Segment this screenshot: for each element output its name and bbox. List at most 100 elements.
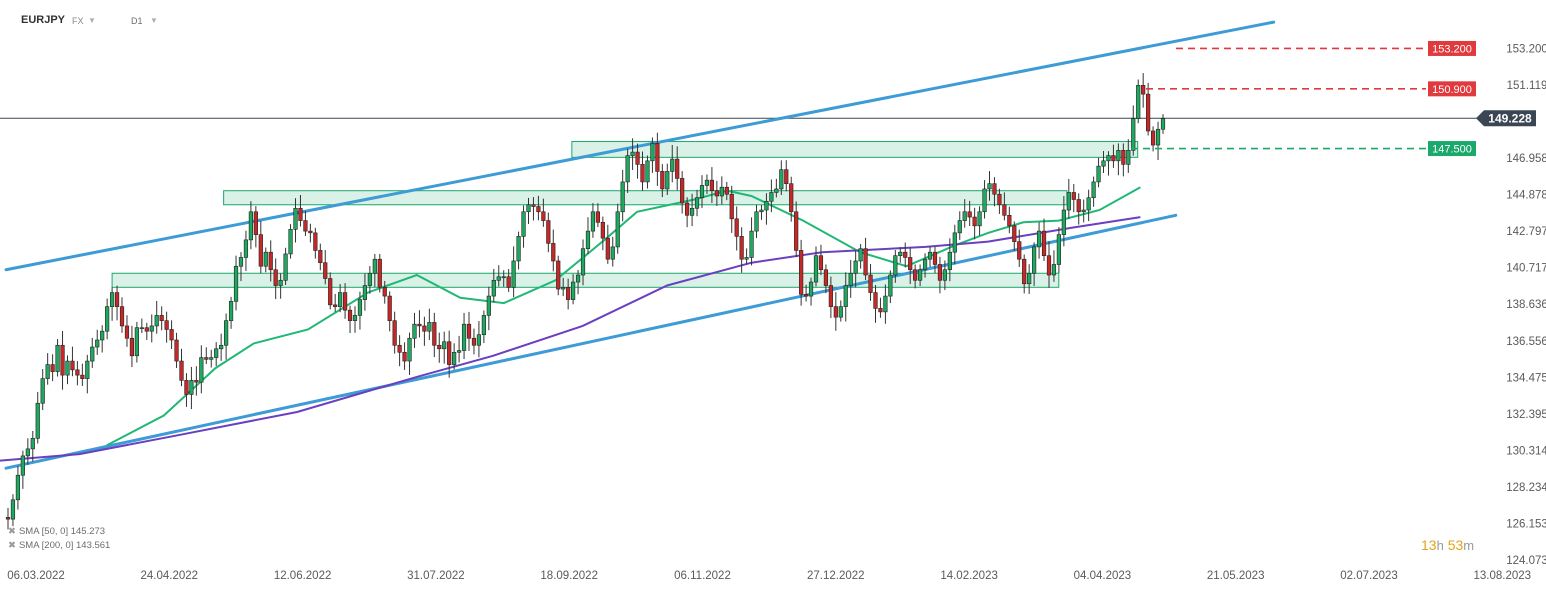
candle-up [918, 269, 923, 281]
candle-down [799, 250, 804, 295]
candle-down [169, 329, 174, 341]
candle-down [784, 169, 789, 184]
candle-down [556, 260, 561, 290]
candle-down [129, 337, 135, 357]
candle-up [580, 248, 586, 276]
x-tick-label: 12.06.2022 [274, 570, 332, 582]
y-tick-label: 142.797 [1506, 226, 1546, 238]
candle-up [575, 274, 581, 283]
candle-down [437, 344, 442, 350]
candle-down [258, 234, 263, 267]
candle-down [833, 306, 838, 318]
candle-down [179, 360, 184, 381]
candle-up [625, 155, 630, 183]
candle-up [362, 285, 368, 300]
candle-down [1041, 230, 1047, 256]
candle-up [848, 272, 853, 286]
timeframe-label[interactable]: D1 [131, 16, 143, 26]
close-icon[interactable]: ✖ [8, 540, 16, 551]
candle-up [719, 186, 724, 197]
candle-down [124, 325, 130, 339]
candle-up [90, 346, 95, 362]
candle-down [268, 251, 273, 271]
x-tick-label: 02.07.2023 [1340, 570, 1398, 582]
symbol-label[interactable]: EURJPY [21, 14, 66, 26]
candle-down [551, 243, 556, 262]
candle-up [1096, 165, 1101, 183]
legend-sma50[interactable]: ✖ SMA [50, 0] 145.273 [8, 526, 105, 537]
timeframe-chevron-down-icon[interactable]: ▼ [150, 16, 158, 25]
candle-down [997, 193, 1002, 206]
x-tick-label: 24.04.2022 [141, 570, 199, 582]
candle-up [263, 251, 268, 267]
y-tick-label: 128.234 [1506, 482, 1546, 494]
candle-timer: 13h 53m [1421, 537, 1474, 553]
candle-up [209, 357, 214, 360]
y-tick-label: 134.475 [1506, 372, 1546, 384]
candle-up [764, 200, 769, 211]
candle-down [734, 218, 739, 237]
candle-up [109, 292, 115, 307]
market-label[interactable]: FX [72, 16, 84, 26]
candle-down [308, 230, 313, 234]
candle-up [883, 295, 888, 313]
candle-down [863, 248, 868, 276]
candle-down [913, 269, 918, 281]
candle-up [1027, 272, 1032, 285]
candle-down [159, 315, 164, 321]
candle-up [808, 281, 814, 297]
market-chevron-down-icon[interactable]: ▼ [88, 16, 96, 25]
y-tick-label: 132.395 [1506, 409, 1546, 421]
candle-down [729, 193, 734, 220]
candle-down [739, 236, 744, 260]
candle-up [843, 285, 848, 307]
candle-up [779, 169, 784, 190]
candle-down [417, 323, 422, 327]
candle-down [402, 351, 407, 362]
channel-trendline [4, 20, 1276, 272]
candle-up [35, 402, 40, 439]
candle-down [878, 308, 883, 313]
candle-up [248, 211, 253, 241]
x-tick-label: 13.08.2023 [1474, 570, 1532, 582]
candle-down [466, 323, 472, 339]
candle-up [45, 364, 50, 379]
candle-up [516, 236, 521, 262]
candle-down [347, 309, 353, 321]
candle-down [328, 278, 333, 306]
x-tick-label: 06.11.2022 [674, 570, 731, 582]
candle-up [977, 211, 982, 227]
candle-down [50, 364, 55, 372]
candle-down [119, 306, 125, 327]
candle-up [853, 260, 858, 274]
y-tick-label: 138.636 [1506, 299, 1546, 311]
y-tick-label: 126.153 [1506, 518, 1546, 530]
candle-up [1091, 181, 1096, 199]
candle-up [1116, 150, 1121, 162]
candle-up [233, 265, 239, 302]
candle-up [496, 276, 501, 281]
candle-up [357, 299, 363, 316]
legend-sma200[interactable]: ✖ SMA [200, 0] 143.561 [8, 540, 110, 551]
candle-up [1056, 234, 1062, 265]
candle-down [972, 216, 977, 227]
candle-up [893, 255, 898, 276]
candle-down [313, 232, 318, 251]
candle-down [903, 251, 908, 258]
candle-down [714, 190, 719, 197]
candle-up [189, 380, 194, 395]
candle-up [412, 323, 417, 339]
candle-up [100, 330, 105, 341]
candle-down [333, 304, 338, 307]
close-icon[interactable]: ✖ [8, 526, 16, 537]
candle-up [25, 448, 30, 457]
candle-up [456, 350, 462, 353]
candle-up [774, 188, 779, 193]
y-tick-label: 140.717 [1506, 263, 1546, 275]
candle-up [610, 246, 615, 260]
candle-up [590, 211, 596, 232]
y-tick-label: 146.958 [1506, 153, 1546, 165]
candle-down [680, 178, 685, 204]
candle-down [937, 264, 943, 281]
candle-up [105, 306, 110, 332]
